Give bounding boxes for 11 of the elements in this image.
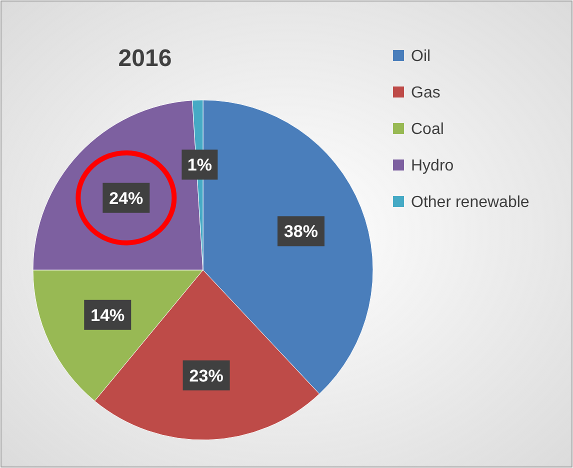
legend-label: Coal	[411, 121, 444, 138]
chart-title: 2016	[118, 45, 172, 72]
data-label: 1%	[187, 156, 212, 175]
data-label: 24%	[109, 188, 144, 208]
slice-label: Oil	[411, 48, 431, 65]
legend-label: Other renewable	[411, 194, 530, 211]
legend-label: Gas	[411, 84, 440, 102]
data-label: 14%	[90, 306, 125, 325]
data-label: 23%	[189, 366, 224, 386]
data-label: 38%	[284, 222, 318, 242]
legend-label: Hydro	[411, 158, 454, 174]
